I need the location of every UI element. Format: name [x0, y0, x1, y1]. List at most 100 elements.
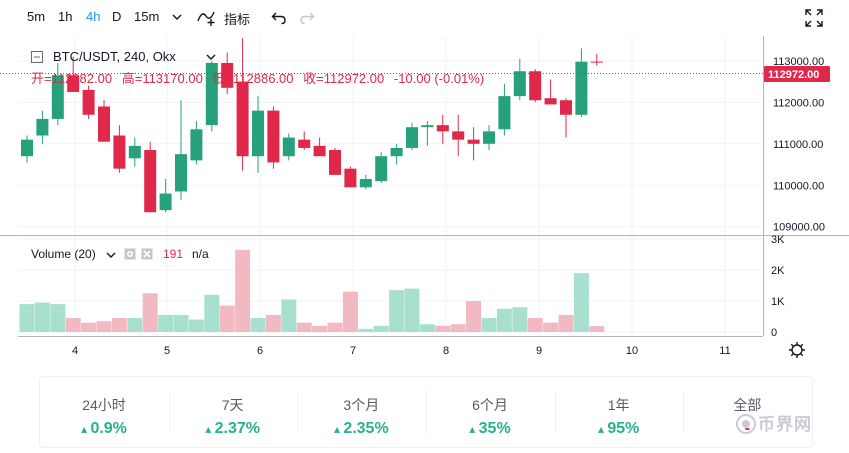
stat-value: ▴ 95% — [555, 420, 683, 438]
volume-axis-label: 0 — [771, 327, 777, 339]
volume-bar — [50, 304, 66, 332]
visibility-eye-icon[interactable] — [124, 248, 136, 260]
interval-5m[interactable]: 5m — [27, 9, 46, 24]
fullscreen-icon[interactable] — [805, 9, 823, 27]
volume-bar — [404, 288, 420, 332]
candle-body — [51, 75, 64, 119]
volume-bar — [142, 293, 158, 332]
watermark-text: 币界网 — [758, 415, 812, 434]
stat-value: ▴ 0.9% — [40, 420, 168, 438]
candle-body — [590, 61, 603, 63]
time-axis-label: 8 — [443, 345, 449, 357]
up-arrow-icon: ▴ — [469, 422, 479, 436]
stat-divider — [426, 391, 427, 433]
candle-body — [36, 118, 49, 136]
up-arrow-icon: ▴ — [333, 422, 344, 436]
candle-body — [282, 137, 295, 157]
chart-toolbar: 5m 1h 4h D 15m 指标 — [0, 0, 849, 36]
interval-4h[interactable]: 4h — [86, 9, 101, 24]
candle-body — [221, 62, 234, 88]
interval-d[interactable]: D — [112, 9, 122, 24]
candle-body — [498, 96, 511, 130]
volume-bar — [235, 249, 251, 332]
candle-body — [236, 81, 249, 157]
candle-body — [436, 125, 449, 132]
volume-bar — [573, 273, 589, 332]
close-label: 收= — [303, 71, 324, 86]
indicators-button[interactable]: 指标 — [224, 12, 251, 27]
candle-body — [529, 71, 542, 101]
collapse-legend-icon[interactable] — [31, 51, 43, 63]
candle-body — [113, 135, 126, 169]
chart-canvas[interactable]: 113000.00112000.00111000.00110000.001090… — [0, 36, 849, 366]
watermark-logo-icon — [736, 414, 756, 434]
volume-na: n/a — [192, 247, 209, 261]
high-value: 113170.00 — [142, 71, 203, 86]
time-axis-label: 6 — [257, 345, 263, 357]
volume-bar — [373, 325, 389, 332]
candle-body — [513, 71, 526, 97]
candle-body — [128, 145, 141, 159]
volume-bar — [188, 319, 204, 332]
price-chart[interactable]: 113000.00 112000.00 111000.00 110000.00 1090… — [0, 36, 849, 366]
volume-bar — [496, 308, 512, 332]
stat-divider — [168, 391, 170, 433]
candle-body — [329, 150, 341, 175]
chevron-down-icon[interactable] — [172, 13, 182, 21]
indicators-icon[interactable] — [197, 7, 219, 27]
candle-body — [144, 150, 157, 213]
volume-bar — [512, 307, 528, 332]
volume-bar — [65, 318, 81, 332]
volume-bar — [158, 314, 174, 332]
candle-body — [483, 131, 495, 144]
chevron-down-icon[interactable] — [106, 251, 116, 259]
volume-bar — [358, 328, 374, 332]
volume-bar — [219, 305, 235, 332]
candle-body — [252, 110, 264, 157]
stat-value: - — [683, 420, 811, 438]
interval-15m[interactable]: 15m — [134, 9, 160, 24]
close-value: 112972.00 — [323, 71, 385, 86]
stat-label: 1年 — [607, 397, 630, 413]
open-label: 开= — [31, 71, 52, 86]
volume-bar — [281, 299, 297, 332]
stat-value-text: 95% — [607, 420, 640, 437]
low-label: 低= — [212, 71, 234, 86]
volume-bar — [589, 326, 605, 332]
candle-body — [159, 193, 172, 211]
stat-label: 24小时 — [82, 397, 126, 413]
remove-close-icon[interactable] — [141, 248, 153, 260]
low-value: 112886.00 — [233, 71, 294, 86]
volume-bar — [296, 322, 312, 332]
candle-body — [298, 139, 311, 148]
volume-bar — [265, 314, 281, 332]
settings-gear-icon[interactable] — [789, 342, 805, 358]
volume-legend-label[interactable]: Volume (20) — [31, 247, 96, 261]
volume-bar — [466, 301, 482, 332]
stat-value-text: 2.35% — [343, 420, 389, 437]
interval-1h[interactable]: 1h — [58, 9, 73, 24]
candle-body — [544, 98, 557, 105]
stat-cell: 全部 - — [683, 377, 811, 447]
stat-label: 3个月 — [343, 397, 380, 413]
price-axis-label: 112000.00 — [773, 97, 824, 109]
up-arrow-icon: ▴ — [597, 422, 608, 436]
candle-body — [467, 139, 480, 144]
volume-bar — [543, 322, 559, 332]
volume-bar — [342, 291, 358, 332]
volume-bar — [312, 325, 328, 332]
stat-cell: 1年 ▴ 95% — [555, 377, 683, 447]
candle-body — [359, 179, 372, 188]
price-axis-label: 109000.00 — [773, 222, 825, 234]
candle-body — [267, 110, 280, 163]
candle-body — [390, 147, 403, 157]
stat-cell: 7天 ▴ 2.37% — [169, 377, 297, 447]
symbol-title[interactable]: BTC/USDT, 240, Okx — [53, 49, 176, 64]
chevron-down-icon[interactable] — [206, 53, 216, 61]
stat-value: ▴ 2.35% — [297, 420, 425, 438]
volume-axis-label: 3K — [771, 234, 785, 246]
price-change-stats: 24小时 ▴ 0.9% 7天 ▴ 2.37% 3个月 ▴ 2.35% 6个月 ▴ 35% 1年 ▴… — [39, 376, 813, 448]
undo-icon[interactable] — [271, 11, 287, 25]
redo-icon[interactable] — [299, 11, 315, 25]
stat-value: ▴ 2.37% — [169, 420, 297, 438]
